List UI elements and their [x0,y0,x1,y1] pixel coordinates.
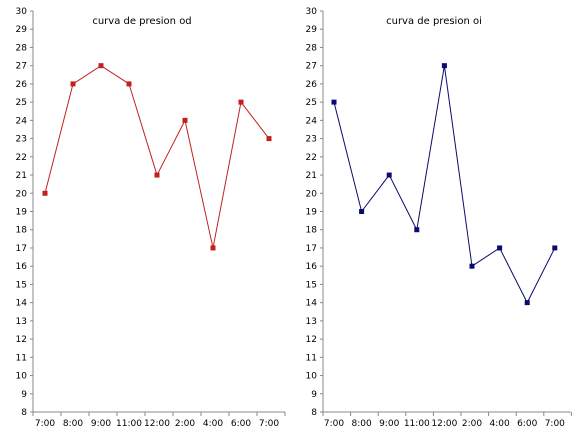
y-tick-label: 19 [306,208,318,218]
y-tick-label: 25 [16,98,27,108]
series-line [333,65,556,304]
data-point [552,245,558,251]
y-tick-label: 15 [306,280,317,290]
y-tick-label: 20 [306,189,318,199]
data-point [331,99,337,105]
y-tick-label: 29 [306,25,318,35]
x-tick-label: 11:00 [404,419,430,429]
y-tick-label: 15 [16,280,27,290]
y-tick-label: 28 [306,43,318,53]
y-tick-label: 17 [16,244,27,254]
y-tick-label: 24 [16,116,28,126]
y-tick-label: 8 [21,408,27,418]
y-tick-label: 9 [311,390,317,400]
x-tick-label: 7:00 [545,419,565,429]
y-tick-label: 14 [16,299,28,309]
y-tick-label: 10 [306,372,318,382]
data-point [42,190,48,196]
y-tick-label: 12 [306,335,317,345]
data-point [126,81,132,87]
y-tick-label: 25 [306,98,317,108]
x-tick-label: 7:00 [259,419,279,429]
y-tick-label: 12 [16,335,27,345]
y-tick-label: 26 [16,80,28,90]
y-tick-label: 27 [306,62,317,72]
y-tick-label: 23 [16,135,27,145]
data-point [414,227,420,233]
y-tick-label: 9 [21,390,27,400]
x-tick-label: 6:00 [517,419,537,429]
y-tick-label: 22 [16,153,27,163]
y-tick-label: 20 [16,189,28,199]
y-tick-label: 21 [16,171,27,181]
y-tick-label: 21 [306,171,317,181]
chart-od: 8 9 10 11 12 13 14 15 16 17 18 19 20 21 22 23 24 25 26 27 28… [16,7,286,429]
y-tick-label: 11 [16,353,27,363]
y-tick-label: 11 [306,353,317,363]
x-tick-label: 2:00 [462,419,482,429]
x-tick-label: 6:00 [231,419,251,429]
y-tick-label: 16 [16,262,28,272]
y-tick-label: 19 [16,208,28,218]
y-tick-label: 30 [16,7,28,17]
y-tick-label: 29 [16,25,28,35]
y-tick-label: 30 [306,7,318,17]
data-point [182,117,188,123]
x-tick-label: 2:00 [175,419,195,429]
x-tick-label: 12:00 [144,419,170,429]
y-tick-label: 13 [16,317,27,327]
data-point [238,99,244,105]
y-tick-label: 28 [16,43,28,53]
data-point [98,63,104,69]
x-tick-label: 4:00 [203,419,223,429]
x-tick-label: 12:00 [431,419,457,429]
data-point [524,300,530,306]
x-tick-label: 9:00 [91,419,111,429]
chart-title: curva de presion od [92,16,191,27]
x-tick-label: 11:00 [116,419,142,429]
y-tick-label: 27 [16,62,27,72]
x-tick-label: 9:00 [379,419,399,429]
x-tick-label: 8:00 [351,419,371,429]
x-tick-label: 7:00 [35,419,55,429]
data-point [210,245,216,251]
y-tick-label: 23 [306,135,317,145]
x-tick-label: 8:00 [63,419,83,429]
data-point [154,172,160,178]
data-point [359,209,365,214]
data-point [469,263,475,269]
y-tick-label: 16 [306,262,318,272]
x-tick-label: 7:00 [324,419,344,429]
y-tick-label: 26 [306,80,318,90]
y-tick-label: 10 [16,372,28,382]
data-point [497,245,503,251]
x-tick-label: 4:00 [489,419,509,429]
data-point [386,172,392,178]
y-tick-label: 8 [311,408,317,418]
data-point [70,81,76,87]
y-tick-label: 18 [306,226,318,236]
y-tick-label: 18 [16,226,28,236]
series-line [44,65,270,249]
y-tick-label: 24 [306,116,318,126]
y-tick-label: 14 [306,299,318,309]
y-tick-label: 22 [306,153,317,163]
chart-oi: 8 9 10 11 12 13 14 15 16 17 18 19 20 21 22 23 24 25 26 27 28… [306,7,572,429]
y-tick-label: 17 [306,244,317,254]
y-tick-label: 13 [306,317,317,327]
data-point [266,136,272,142]
chart-title: curva de presion oi [386,16,482,27]
data-point [441,63,447,69]
